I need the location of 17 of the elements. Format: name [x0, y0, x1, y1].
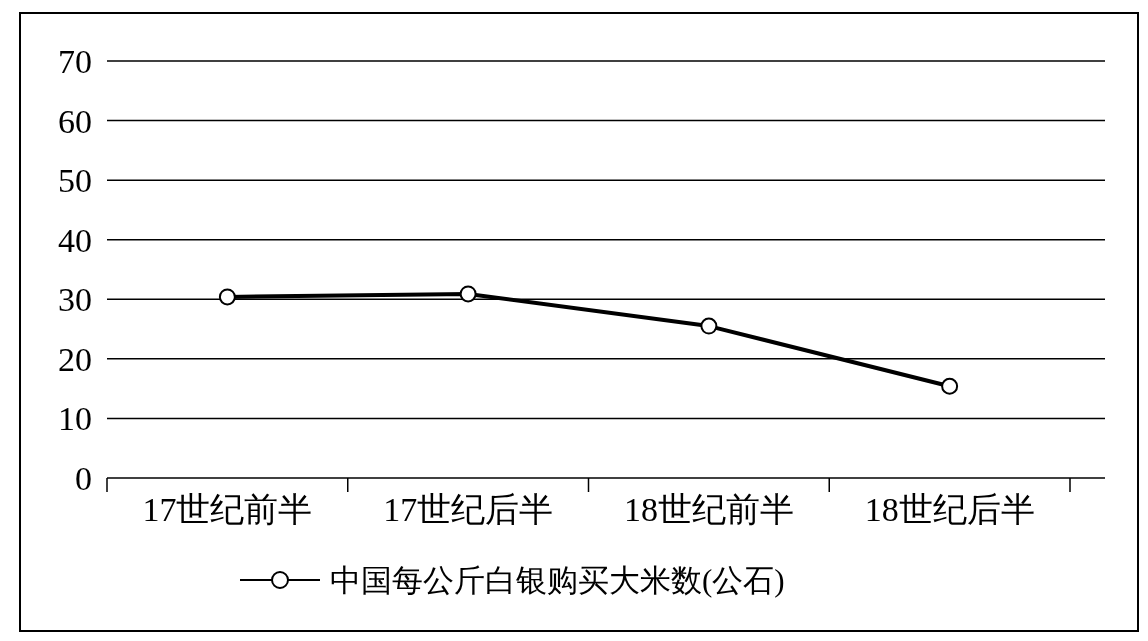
- y-tick-label: 20: [58, 340, 92, 378]
- y-tick-label: 40: [58, 221, 92, 259]
- y-tick-label: 0: [75, 460, 92, 497]
- point: [941, 377, 959, 395]
- point: [700, 317, 718, 335]
- y-tick-label: 60: [58, 102, 92, 140]
- x-tick-label: 18世纪后半: [864, 491, 1035, 528]
- x-tick-label: 17世纪后半: [383, 491, 554, 528]
- y-tick-label: 50: [58, 162, 92, 200]
- y-tick-label: 10: [58, 400, 92, 438]
- legend-label: 中国每公斤白银购买大米数(公石): [330, 563, 785, 598]
- y-tick-label: 70: [58, 43, 92, 80]
- x-tick-label: 17世纪前半: [142, 491, 313, 528]
- y-tick-label: 30: [58, 281, 92, 319]
- point: [459, 285, 477, 303]
- point: [218, 288, 236, 306]
- x-tick-label: 18世纪前半: [623, 491, 794, 528]
